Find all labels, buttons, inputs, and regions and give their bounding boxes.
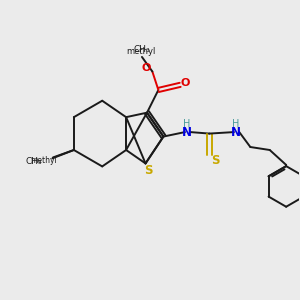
Text: N: N bbox=[230, 126, 240, 139]
Text: methyl: methyl bbox=[126, 47, 155, 56]
Text: H: H bbox=[232, 119, 239, 129]
Text: O: O bbox=[141, 63, 151, 73]
Text: H: H bbox=[183, 119, 190, 129]
Text: methyl: methyl bbox=[30, 156, 57, 165]
Text: S: S bbox=[211, 154, 220, 167]
Text: O: O bbox=[181, 78, 190, 88]
Text: S: S bbox=[144, 164, 152, 176]
Text: CH₃: CH₃ bbox=[134, 45, 150, 54]
Text: N: N bbox=[182, 126, 191, 139]
Text: CH₃: CH₃ bbox=[26, 158, 43, 166]
